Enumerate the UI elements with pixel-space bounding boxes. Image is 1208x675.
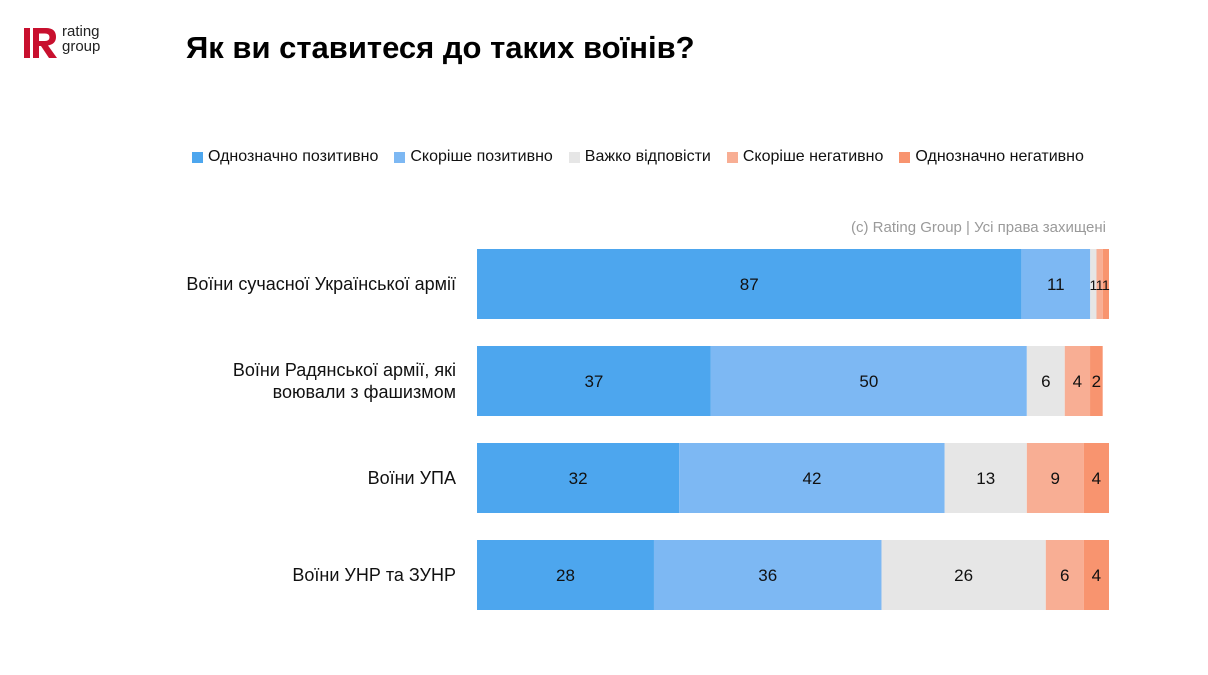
legend-swatch — [394, 151, 406, 163]
bar-segment — [1083, 540, 1109, 610]
bar-segment — [477, 540, 654, 610]
logo-wordmark: rating group — [62, 24, 100, 54]
legend-swatch — [899, 151, 911, 163]
category-label-line: Воїни УНР та ЗУНР — [292, 565, 456, 585]
data-label: 87 — [740, 275, 759, 294]
data-label: 6 — [1041, 372, 1050, 391]
legend-swatch — [568, 151, 580, 163]
data-label: 50 — [859, 372, 878, 391]
bar-segment — [1102, 249, 1109, 319]
data-label: 28 — [556, 566, 575, 585]
data-label: 6 — [1060, 566, 1069, 585]
bar-segment — [710, 346, 1027, 416]
legend-label: Однозначно негативно — [915, 148, 1084, 165]
bar-segment — [881, 540, 1046, 610]
bar-segment — [1064, 346, 1091, 416]
chart-legend: Однозначно позитивно Скоріше позитивно Важ… — [192, 146, 1100, 168]
category-label-line: Воїни УПА — [367, 468, 456, 488]
data-label: 36 — [758, 566, 777, 585]
category-label-line: Воїни Радянської армії, які — [232, 360, 456, 380]
logo-r-icon — [24, 28, 58, 58]
bar-segment — [1026, 443, 1084, 513]
logo-line-rating: rating — [62, 23, 100, 40]
data-label: 13 — [976, 469, 995, 488]
bar-segment — [1090, 249, 1097, 319]
category-label-line: воювали з фашизмом — [272, 382, 456, 402]
bar-segment — [1026, 346, 1065, 416]
category-label: Воїни УПА — [136, 467, 456, 489]
bar-segment — [653, 540, 882, 610]
bar-segment — [477, 443, 680, 513]
bar-segment — [477, 249, 1022, 319]
data-label: 4 — [1073, 372, 1082, 391]
bar-segment — [1045, 540, 1084, 610]
legend-item: Однозначно позитивно — [192, 148, 378, 166]
data-label: 9 — [1051, 469, 1060, 488]
data-label: 1 — [1096, 277, 1104, 293]
legend-swatch — [192, 151, 203, 163]
category-label: Воїни Радянської армії, які воювали з фаш… — [136, 359, 456, 403]
bar-segment — [1083, 443, 1109, 513]
data-label: 42 — [802, 469, 821, 488]
legend-label: Скоріше негативно — [742, 148, 884, 165]
data-label: 4 — [1092, 566, 1101, 585]
category-label-line: Воїни сучасної Української армії — [186, 274, 456, 294]
legend-item: Скоріше негативно — [726, 148, 884, 166]
data-label: 32 — [569, 469, 588, 488]
logo-line-group: group — [62, 38, 101, 55]
copyright-note: (c) Rating Group | Усі права захищені — [851, 219, 1106, 236]
data-label: 26 — [954, 566, 973, 585]
legend-swatch — [726, 151, 738, 163]
legend-label: Важко відповісти — [584, 148, 711, 165]
category-label: Воїни УНР та ЗУНР — [136, 564, 456, 586]
bar-segment — [679, 443, 945, 513]
data-label: 11 — [1047, 275, 1065, 294]
data-label: 4 — [1092, 469, 1101, 488]
legend-item: Скоріше позитивно — [394, 148, 553, 166]
legend-label: Скоріше позитивно — [410, 148, 553, 165]
bar-segment — [477, 346, 711, 416]
data-label: 1 — [1089, 277, 1097, 293]
category-label: Воїни сучасної Української армії — [136, 273, 456, 295]
data-label: 1 — [1102, 277, 1110, 293]
data-label: 2 — [1092, 372, 1101, 391]
bar-segment — [1090, 346, 1103, 416]
bar-segment — [944, 443, 1027, 513]
legend-item: Важко відповісти — [568, 148, 711, 166]
bar-segment — [1021, 249, 1091, 319]
brand-logo: rating group — [24, 24, 124, 64]
page-title: Як ви ставитеся до таких воїнів? — [186, 30, 695, 65]
bar-segment — [1096, 249, 1103, 319]
legend-label: Однозначно позитивно — [208, 148, 379, 165]
data-label: 37 — [584, 372, 603, 391]
legend-item: Однозначно негативно — [899, 148, 1084, 166]
